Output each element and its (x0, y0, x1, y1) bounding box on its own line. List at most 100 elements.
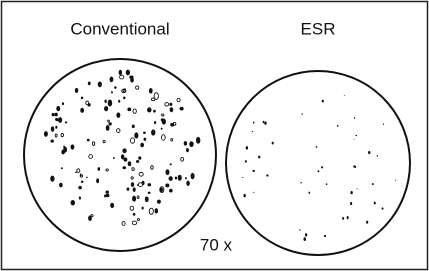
inclusion (105, 194, 109, 197)
inclusion (245, 160, 247, 163)
inclusion (61, 167, 63, 169)
inclusion (147, 107, 151, 112)
inclusion (383, 123, 384, 125)
inclusion (56, 106, 60, 111)
inclusion (104, 99, 106, 103)
inclusion (111, 91, 113, 94)
inclusion (186, 181, 189, 186)
inclusion (175, 177, 177, 180)
inclusion (303, 237, 305, 241)
inclusion (106, 191, 109, 194)
figure: Conventional ESR 70 x (0, 0, 429, 271)
inclusion (63, 146, 65, 148)
inclusion (184, 141, 187, 146)
inclusion (169, 189, 173, 193)
inclusion (264, 121, 266, 124)
inclusion (151, 129, 155, 135)
inclusion (337, 125, 339, 127)
inclusion (121, 154, 124, 159)
inclusion (87, 139, 90, 142)
inclusion (138, 156, 141, 159)
inclusion (98, 167, 101, 171)
right-label: ESR (301, 19, 336, 38)
inclusion (354, 117, 355, 119)
inclusion (98, 82, 102, 88)
inclusion (316, 146, 318, 148)
inclusion (62, 102, 64, 105)
inclusion (170, 123, 174, 127)
inclusion (189, 141, 193, 147)
inclusion (305, 233, 307, 236)
inclusion (71, 200, 75, 206)
inclusion (153, 110, 156, 113)
inclusion (170, 108, 172, 110)
inclusion (79, 196, 81, 199)
inclusion (186, 148, 189, 152)
inclusion (81, 180, 84, 183)
inclusion (395, 180, 396, 181)
inclusion (321, 166, 323, 168)
inclusion (374, 202, 376, 205)
inclusion (129, 76, 133, 79)
inclusion (131, 182, 134, 187)
inclusion (75, 88, 78, 93)
inclusion (191, 173, 195, 179)
inclusion (55, 113, 58, 117)
inclusion (51, 126, 55, 131)
inclusion (242, 177, 243, 178)
inclusion (50, 140, 53, 143)
inclusion (104, 106, 108, 111)
inclusion (132, 124, 135, 128)
inclusion (169, 103, 172, 106)
inclusion (253, 192, 254, 193)
inclusion (170, 163, 172, 165)
inclusion (355, 166, 356, 168)
inclusion (165, 169, 169, 175)
inclusion (52, 113, 55, 117)
inclusion (309, 192, 311, 194)
inclusion (80, 108, 84, 113)
inclusion (300, 182, 302, 183)
inclusion (347, 216, 349, 219)
inclusion (161, 118, 165, 121)
inclusion (317, 170, 319, 172)
inclusion (357, 188, 358, 189)
inclusion (65, 121, 67, 123)
inclusion (350, 191, 352, 194)
inclusion (133, 213, 136, 216)
inclusion (366, 221, 368, 224)
inclusion (81, 97, 84, 99)
inclusion (44, 131, 48, 137)
inclusion (344, 95, 345, 96)
inclusion (144, 138, 147, 141)
inclusion (302, 113, 303, 115)
inclusion (116, 112, 120, 117)
inclusion (263, 121, 265, 124)
inclusion (243, 194, 245, 197)
inclusion (122, 148, 126, 153)
page: Conventional ESR 70 x (() => { const dat… (0, 0, 429, 271)
inclusion (140, 143, 144, 147)
inclusion (272, 142, 274, 145)
inclusion (148, 192, 151, 194)
inclusion (119, 70, 122, 75)
inclusion (75, 171, 77, 173)
inclusion (55, 126, 57, 129)
inclusion (123, 96, 125, 99)
inclusion (110, 203, 114, 208)
inclusion (108, 122, 111, 125)
inclusion (252, 170, 254, 172)
inclusion (342, 217, 344, 220)
inclusion (161, 128, 163, 130)
inclusion (50, 176, 54, 182)
inclusion (59, 183, 63, 188)
magnification-label: 70 x (200, 235, 233, 254)
inclusion (157, 200, 161, 204)
inclusion (252, 131, 253, 132)
inclusion (106, 125, 110, 131)
inclusion (132, 196, 136, 202)
inclusion (180, 107, 184, 111)
inclusion (355, 135, 357, 136)
inclusion (266, 174, 268, 176)
inclusion (142, 207, 144, 210)
